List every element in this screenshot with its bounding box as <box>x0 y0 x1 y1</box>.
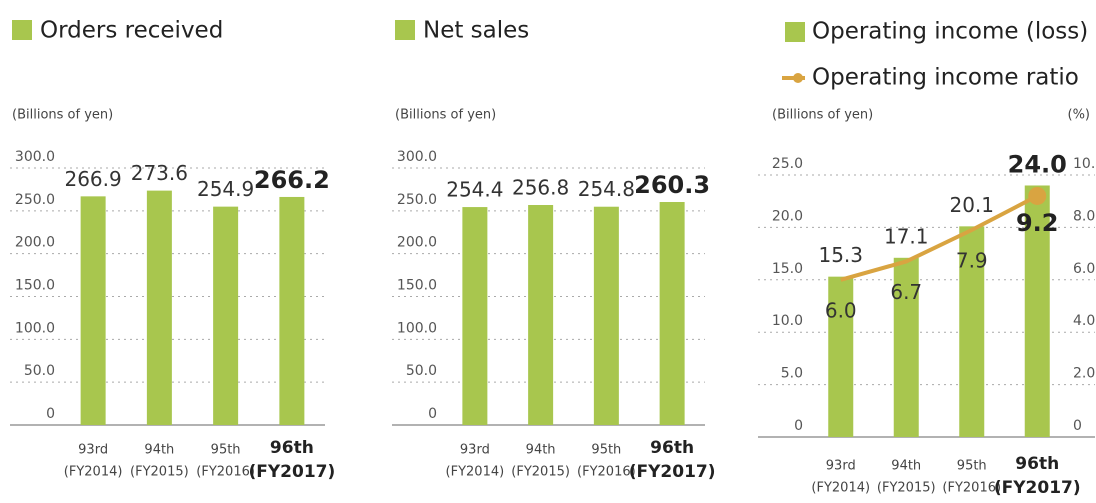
x-tick-label: 93rd <box>78 443 108 458</box>
bar <box>893 257 919 437</box>
value-label: 260.3 <box>634 171 710 199</box>
x-tick-label: (FY2015) <box>511 465 570 480</box>
bar <box>1024 185 1050 437</box>
y-tick-label: 0 <box>794 418 803 434</box>
x-tick-label: (FY2015) <box>130 465 189 480</box>
x-tick-label: (FY2014) <box>811 481 870 496</box>
value-label: 6.0 <box>825 298 857 322</box>
legend-label: Operating income ratio <box>812 65 1079 91</box>
x-tick-label: (FY2016) <box>577 465 636 480</box>
x-tick-label: (FY2017) <box>994 478 1081 498</box>
x-tick-label: (FY2014) <box>446 465 505 480</box>
y2-tick-label: 0 <box>1073 418 1082 434</box>
value-label: 266.2 <box>254 166 330 194</box>
y-tick-label: 100.0 <box>397 320 437 336</box>
bar <box>279 196 305 425</box>
y-tick-label: 15.0 <box>772 261 803 277</box>
x-tick-label: 93rd <box>826 459 856 474</box>
value-label: 256.8 <box>512 176 569 200</box>
value-label: 15.3 <box>818 243 863 267</box>
title-marker <box>395 20 415 40</box>
bar <box>146 190 172 425</box>
value-label: 266.9 <box>64 167 121 191</box>
y-tick-label: 300.0 <box>397 149 437 165</box>
y-tick-label: 50.0 <box>406 363 437 379</box>
y2-axis-label: (%) <box>1068 108 1091 123</box>
x-tick-label: (FY2016) <box>196 465 255 480</box>
bar <box>828 276 854 437</box>
y-tick-label: 200.0 <box>15 235 55 251</box>
y-tick-label: 0 <box>428 406 437 422</box>
bar <box>959 226 985 437</box>
x-tick-label: 96th <box>1015 454 1059 474</box>
bar <box>462 207 488 425</box>
y2-tick-label: 4.0 <box>1073 313 1095 329</box>
y-tick-label: 100.0 <box>15 320 55 336</box>
y-tick-label: 5.0 <box>781 366 803 382</box>
value-label: 9.2 <box>1016 209 1059 237</box>
y-tick-label: 10.0 <box>772 313 803 329</box>
x-tick-label: (FY2015) <box>877 481 936 496</box>
x-tick-label: 93rd <box>460 443 490 458</box>
x-tick-label: 95th <box>211 443 241 458</box>
y-tick-label: 0 <box>46 406 55 422</box>
x-tick-label: 96th <box>270 438 314 458</box>
y2-tick-label: 8.0 <box>1073 208 1095 224</box>
chart-title: Net sales <box>423 18 529 44</box>
y-tick-label: 250.0 <box>15 192 55 208</box>
x-tick-label: 95th <box>957 459 987 474</box>
value-label: 24.0 <box>1008 150 1067 178</box>
bar <box>213 206 239 425</box>
x-tick-label: 96th <box>650 438 694 458</box>
y2-tick-label: 10.0 <box>1073 156 1096 172</box>
x-tick-label: 94th <box>891 459 921 474</box>
y-axis-label: (Billions of yen) <box>12 108 113 123</box>
value-label: 7.9 <box>956 249 988 273</box>
y2-tick-label: 2.0 <box>1073 366 1095 382</box>
legend-label: Operating income (loss) <box>812 19 1088 45</box>
x-tick-label: (FY2014) <box>64 465 123 480</box>
value-label: 254.9 <box>197 177 254 201</box>
y-tick-label: 20.0 <box>772 208 803 224</box>
value-label: 20.1 <box>949 193 994 217</box>
value-label: 273.6 <box>131 161 188 185</box>
chart-title: Orders received <box>40 18 223 44</box>
x-tick-label: (FY2017) <box>629 462 716 482</box>
x-tick-label: (FY2017) <box>248 462 335 482</box>
y-tick-label: 200.0 <box>397 235 437 251</box>
y-tick-label: 25.0 <box>772 156 803 172</box>
y-tick-label: 150.0 <box>15 278 55 294</box>
x-tick-label: 94th <box>526 443 556 458</box>
y-axis-label: (Billions of yen) <box>772 108 873 123</box>
x-tick-label: 94th <box>144 443 174 458</box>
bar <box>593 206 619 425</box>
y-tick-label: 300.0 <box>15 149 55 165</box>
x-tick-label: (FY2016) <box>942 481 1001 496</box>
value-label: 17.1 <box>884 224 929 248</box>
y-tick-label: 50.0 <box>24 363 55 379</box>
y-tick-label: 250.0 <box>397 192 437 208</box>
value-label: 6.7 <box>890 280 922 304</box>
legend-dot <box>793 73 803 83</box>
y-axis-label: (Billions of yen) <box>395 108 496 123</box>
bar <box>528 205 554 425</box>
y-tick-label: 150.0 <box>397 278 437 294</box>
title-marker <box>12 20 32 40</box>
legend-swatch <box>785 22 805 42</box>
line <box>840 194 1039 282</box>
point <box>1028 186 1047 205</box>
y2-tick-label: 6.0 <box>1073 261 1095 277</box>
value-label: 254.4 <box>446 178 503 202</box>
value-label: 254.8 <box>578 177 635 201</box>
bar <box>659 202 685 425</box>
x-tick-label: 95th <box>591 443 621 458</box>
bar <box>80 196 106 425</box>
